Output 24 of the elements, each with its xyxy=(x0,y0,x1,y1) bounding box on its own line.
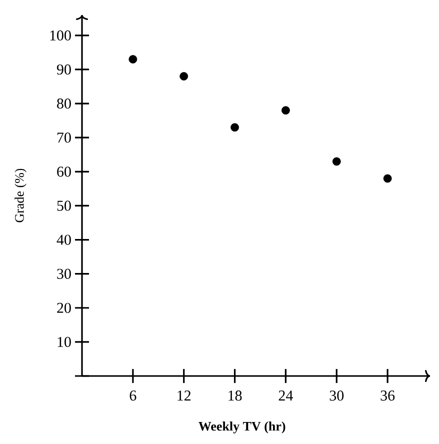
y-tick-label: 100 xyxy=(50,30,71,40)
x-axis-title: Weekly TV (hr) xyxy=(198,422,286,434)
x-tick-label: 30 xyxy=(330,390,344,401)
y-tick-label: 80 xyxy=(57,98,71,109)
point xyxy=(282,106,290,115)
y-tick-label: 70 xyxy=(57,132,71,143)
y-tick-label: 90 xyxy=(56,64,71,75)
x-tick-label: 18 xyxy=(228,390,242,401)
y-axis-title: Grade (%) xyxy=(14,168,26,222)
y-tick-label: 30 xyxy=(57,268,71,279)
point xyxy=(230,123,239,132)
x-tick-label: 6 xyxy=(130,390,136,401)
y-tick-label: 20 xyxy=(57,302,71,313)
point xyxy=(180,72,188,80)
point xyxy=(332,157,341,166)
y-tick-label: 10 xyxy=(58,336,71,347)
y-tick-label: 60 xyxy=(57,166,71,177)
x-tick-label: 24 xyxy=(278,390,293,400)
point xyxy=(128,55,138,64)
x-tick-label: 12 xyxy=(178,390,191,400)
x-tick-label: 36 xyxy=(380,390,395,401)
y-tick-label: 50 xyxy=(57,200,71,211)
point xyxy=(383,174,392,183)
y-tick-label: 40 xyxy=(56,234,71,245)
